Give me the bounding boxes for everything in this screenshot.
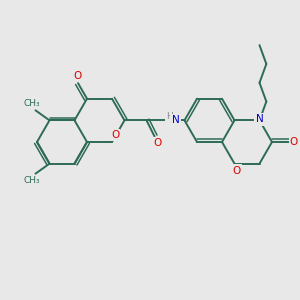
- Text: N: N: [172, 115, 179, 125]
- Text: O: O: [74, 71, 82, 81]
- Text: CH₃: CH₃: [23, 176, 40, 185]
- Text: H: H: [166, 112, 173, 121]
- Text: N: N: [256, 114, 263, 124]
- Text: O: O: [111, 130, 119, 140]
- Text: CH₃: CH₃: [23, 99, 40, 108]
- Text: O: O: [290, 137, 298, 147]
- Text: O: O: [153, 138, 162, 148]
- Text: O: O: [232, 166, 241, 176]
